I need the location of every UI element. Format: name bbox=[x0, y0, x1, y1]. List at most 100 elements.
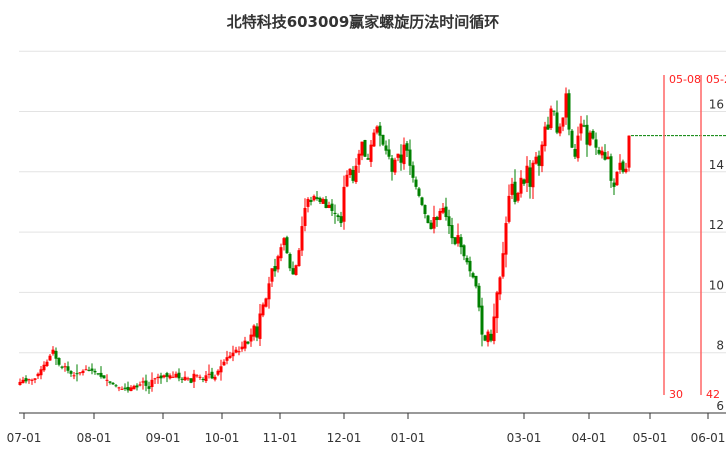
candle-down bbox=[144, 380, 148, 386]
candle-up bbox=[543, 126, 547, 147]
candle-down bbox=[603, 152, 607, 160]
candle-up bbox=[78, 372, 82, 374]
candle-up bbox=[234, 349, 238, 353]
candle-up bbox=[216, 370, 220, 375]
candle-down bbox=[621, 161, 625, 172]
candle-down bbox=[555, 112, 559, 133]
candle-down bbox=[351, 169, 355, 181]
candle-down bbox=[405, 143, 409, 151]
candle-down bbox=[75, 373, 79, 375]
candle-up bbox=[270, 268, 274, 282]
candle-up bbox=[51, 349, 55, 354]
candle-down bbox=[612, 182, 616, 187]
candle-up bbox=[153, 378, 157, 380]
candle-down bbox=[465, 257, 469, 263]
candle-up bbox=[243, 340, 247, 349]
candle-down bbox=[453, 237, 457, 245]
candle-down bbox=[201, 378, 205, 380]
candle-up bbox=[141, 381, 145, 383]
candle-down bbox=[210, 371, 214, 379]
candle-down bbox=[459, 237, 463, 248]
candle-up bbox=[357, 153, 361, 165]
candle-down bbox=[537, 155, 541, 166]
candle-up bbox=[120, 388, 124, 390]
candle-up bbox=[348, 168, 352, 176]
candle-down bbox=[585, 124, 589, 145]
candle-down bbox=[159, 375, 163, 379]
candle-up bbox=[369, 144, 373, 162]
candle-up bbox=[42, 364, 46, 371]
candle-down bbox=[363, 139, 367, 157]
candle-down bbox=[147, 386, 151, 389]
candle-up bbox=[138, 384, 142, 386]
candle-down bbox=[408, 149, 412, 166]
candle-down bbox=[594, 139, 598, 148]
candle-down bbox=[285, 237, 289, 254]
x-tick-label: 03-01 bbox=[507, 431, 542, 445]
candle-up bbox=[624, 168, 628, 173]
candle-down bbox=[609, 156, 613, 181]
candle-up bbox=[33, 378, 37, 380]
candle-up bbox=[306, 198, 310, 207]
x-tick-label: 06-01 bbox=[691, 431, 726, 445]
candle-up bbox=[525, 165, 529, 183]
candle-up bbox=[72, 375, 76, 377]
candle-up bbox=[279, 247, 283, 259]
candle-down bbox=[420, 197, 424, 205]
candle-up bbox=[156, 376, 160, 379]
candle-down bbox=[414, 179, 418, 187]
time-marker-count: 30 bbox=[669, 388, 683, 401]
candle-down bbox=[411, 165, 415, 178]
candle-down bbox=[165, 373, 169, 377]
candle-up bbox=[117, 387, 121, 389]
candle-down bbox=[426, 215, 430, 224]
candle-up bbox=[174, 373, 178, 378]
candle-down bbox=[399, 154, 403, 163]
candle-up bbox=[45, 361, 49, 366]
candle-up bbox=[531, 162, 535, 188]
y-tick-label: 16 bbox=[709, 98, 724, 112]
candle-down bbox=[315, 197, 319, 199]
candle-down bbox=[324, 199, 328, 208]
x-tick-label: 07-01 bbox=[7, 431, 42, 445]
candle-down bbox=[54, 350, 58, 359]
candle-up bbox=[375, 126, 379, 133]
candle-down bbox=[24, 378, 28, 382]
x-tick-label: 11-01 bbox=[263, 431, 298, 445]
candle-up bbox=[540, 144, 544, 167]
candle-up bbox=[498, 277, 502, 295]
candle-down bbox=[288, 253, 292, 269]
candle-up bbox=[219, 366, 223, 373]
x-tick-label: 10-01 bbox=[205, 431, 240, 445]
candle-down bbox=[177, 372, 181, 379]
x-tick-label: 08-01 bbox=[77, 431, 112, 445]
candle-up bbox=[300, 226, 304, 251]
candle-down bbox=[546, 124, 550, 130]
candle-up bbox=[30, 379, 34, 381]
candle-up bbox=[588, 132, 592, 146]
candle-up bbox=[345, 174, 349, 187]
candle-down bbox=[96, 373, 100, 375]
candle-up bbox=[192, 373, 196, 382]
candle-down bbox=[69, 371, 73, 374]
candle-down bbox=[573, 148, 577, 157]
candle-up bbox=[360, 141, 364, 156]
x-tick-label: 01-01 bbox=[391, 431, 426, 445]
candle-up bbox=[249, 334, 253, 342]
candle-up bbox=[303, 207, 307, 226]
chart-title: 北特科技603009赢家螺旋历法时间循环 bbox=[226, 13, 500, 31]
candle-down bbox=[135, 385, 139, 388]
candle-up bbox=[438, 210, 442, 220]
candle-up bbox=[198, 376, 202, 378]
candle-down bbox=[447, 216, 451, 227]
candle-up bbox=[231, 352, 235, 357]
candle-down bbox=[87, 369, 91, 371]
candle-down bbox=[60, 366, 64, 368]
candle-down bbox=[108, 381, 112, 383]
candle-down bbox=[123, 387, 127, 389]
candle-up bbox=[402, 144, 406, 165]
candle-down bbox=[330, 203, 334, 211]
candle-up bbox=[195, 375, 199, 377]
candle-up bbox=[564, 93, 568, 118]
candle-down bbox=[444, 206, 448, 218]
